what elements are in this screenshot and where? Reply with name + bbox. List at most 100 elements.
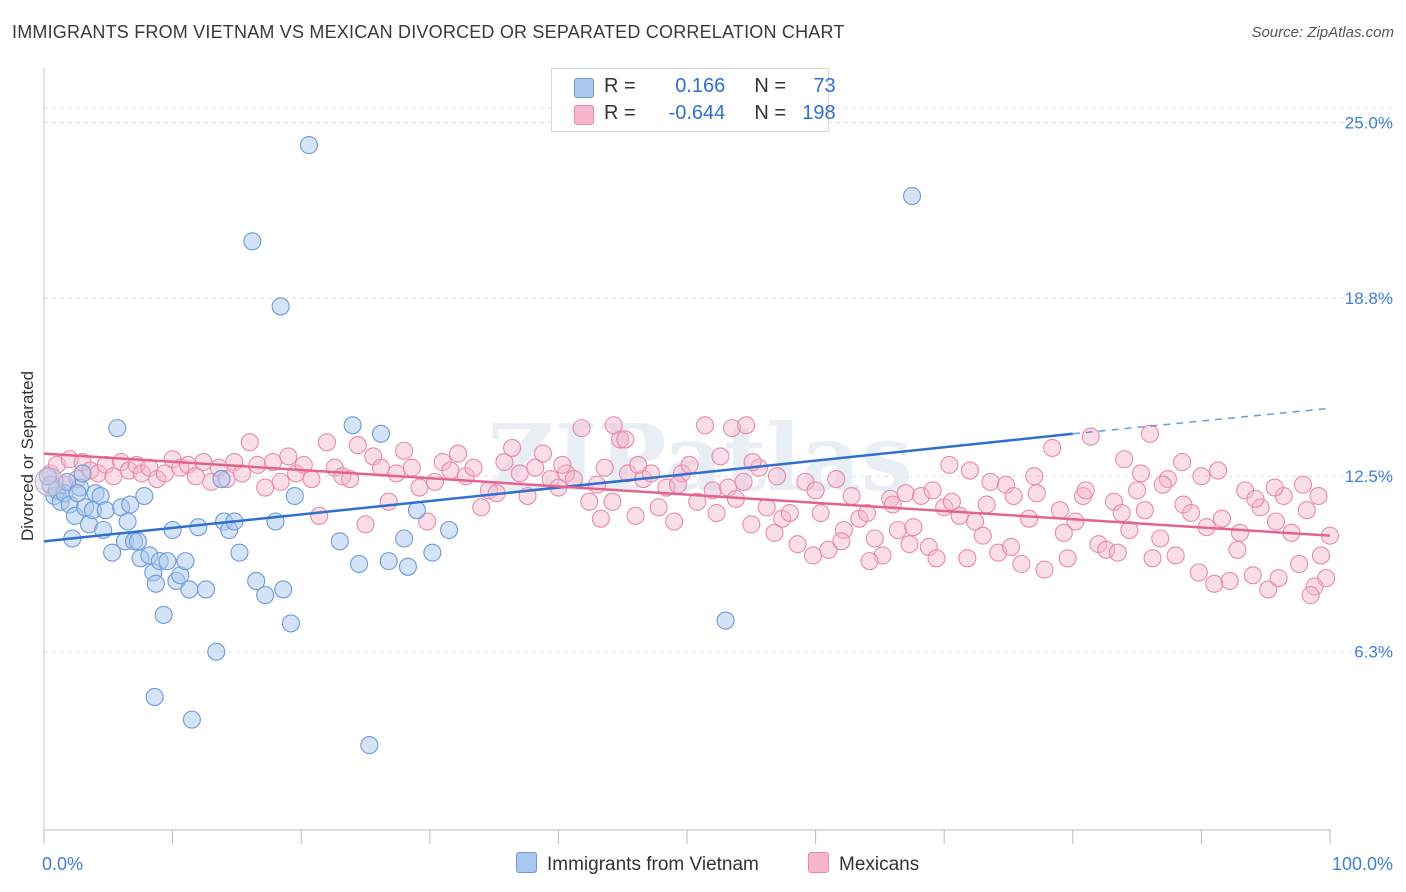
mexicans-point (1058, 549, 1077, 568)
mexicans-point (819, 540, 838, 559)
mexicans-point (1108, 543, 1127, 562)
mexicans-point (1153, 475, 1172, 494)
vietnam-point (379, 552, 398, 571)
mexicans-point (1120, 520, 1139, 540)
mexicans-point (1259, 580, 1278, 599)
mexicans-point (1027, 484, 1046, 503)
mexicans-point (1025, 467, 1044, 486)
mexicans-point (1115, 450, 1134, 469)
mexicans-point (960, 461, 979, 480)
bottom-legend-mexicans: Mexicans (808, 852, 919, 876)
mexicans-point (1081, 427, 1100, 446)
mexicans-point (927, 549, 946, 568)
mexicans-point (1243, 566, 1262, 585)
vietnam-point (180, 580, 199, 599)
vietnam-point (128, 532, 147, 551)
mexicans-point (981, 472, 1000, 491)
mexicans-point (1209, 461, 1228, 480)
mexicans-point (1035, 560, 1054, 579)
vietnam-point (108, 419, 127, 438)
mexicans-point (950, 506, 969, 525)
mexicans-point (279, 447, 298, 466)
overlap-point (34, 467, 64, 497)
mexicans-point (1158, 470, 1178, 489)
vietnam-point (285, 486, 304, 506)
legend-n-value: 73 (813, 75, 836, 97)
mexicans-point (379, 492, 398, 511)
mexicans-point (649, 498, 668, 517)
mexicans-point (395, 441, 414, 460)
mexicans-point (680, 455, 699, 474)
mexicans-point (834, 520, 853, 540)
vietnam-point (247, 571, 266, 590)
legend-n-value: 198 (802, 102, 836, 124)
vietnam-point (395, 529, 414, 548)
bottom-legend-label-mexicans: Mexicans (839, 854, 920, 875)
mexicans-point (1043, 438, 1062, 457)
mexicans-point (1020, 509, 1039, 528)
mexicans-point (973, 526, 992, 545)
y-tick-label: 25.0% (1345, 113, 1393, 132)
mexicans-point (940, 455, 959, 474)
mexicans-point (695, 416, 715, 435)
vietnam-point (299, 136, 318, 155)
mexicans-point (1205, 574, 1224, 593)
mexicans-point (1251, 498, 1270, 517)
trend-lines (43, 407, 1331, 543)
mexicans-point (1189, 563, 1208, 582)
vietnam-point (281, 614, 300, 633)
mexicans-point (387, 464, 406, 483)
mexicans-point (1230, 523, 1250, 542)
vietnam-point (243, 232, 262, 251)
mexicans-point (737, 416, 756, 435)
mexicans-point (1246, 489, 1265, 508)
vietnam-point (182, 710, 201, 729)
legend-n-label: N = (754, 75, 787, 97)
mexicans-point (827, 470, 846, 489)
vietnam-point (154, 605, 173, 624)
mexicans-point (464, 458, 483, 477)
mexicans-point (526, 458, 545, 477)
mexicans-point (626, 506, 645, 525)
mexicans-point (757, 498, 776, 517)
legend-r-value: 0.166 (675, 75, 726, 97)
mexicans-point (1220, 571, 1239, 590)
vietnam-point (189, 518, 208, 537)
mexicans-point (806, 481, 825, 500)
vietnam-point (158, 552, 177, 571)
mexicans-point (1004, 486, 1023, 506)
mexicans-point (832, 532, 851, 551)
bottom-legend-swatch-vietnam (516, 852, 537, 873)
legend-r-label: R = (604, 75, 636, 97)
mexicans-point (472, 498, 491, 517)
vietnam-point (271, 297, 290, 316)
mexicans-point (803, 546, 823, 565)
x-tick-label: 0.0% (42, 854, 83, 874)
mexicans-point (1311, 546, 1331, 565)
vietnam-point (163, 520, 182, 540)
mexicans-point (240, 433, 259, 452)
vietnam-point (343, 416, 362, 435)
vietnam-point (330, 532, 349, 551)
mexicans-point (572, 419, 591, 438)
vietnam-point (103, 543, 122, 562)
vietnam-point (121, 495, 140, 514)
vietnam-point (212, 470, 231, 489)
mexicans-point (580, 492, 599, 511)
mexicans-point (707, 503, 726, 523)
mexicans-point (923, 481, 942, 500)
mexicans-point (1076, 481, 1095, 500)
mexicans-point (1140, 424, 1160, 443)
vietnam-point (407, 501, 426, 520)
mexicans-point (194, 453, 213, 472)
mexicans-point (441, 461, 460, 480)
mexicans-point (1269, 569, 1288, 588)
legend-r-value: -0.644 (668, 102, 726, 124)
mexicans-point (665, 512, 684, 531)
mexicans-point (410, 478, 429, 497)
vietnam-point (196, 580, 216, 599)
mexicans-point (271, 472, 290, 491)
legend-swatch-mexicans (574, 105, 594, 125)
mexicans-point (510, 464, 529, 483)
vietnam-point (350, 554, 369, 574)
